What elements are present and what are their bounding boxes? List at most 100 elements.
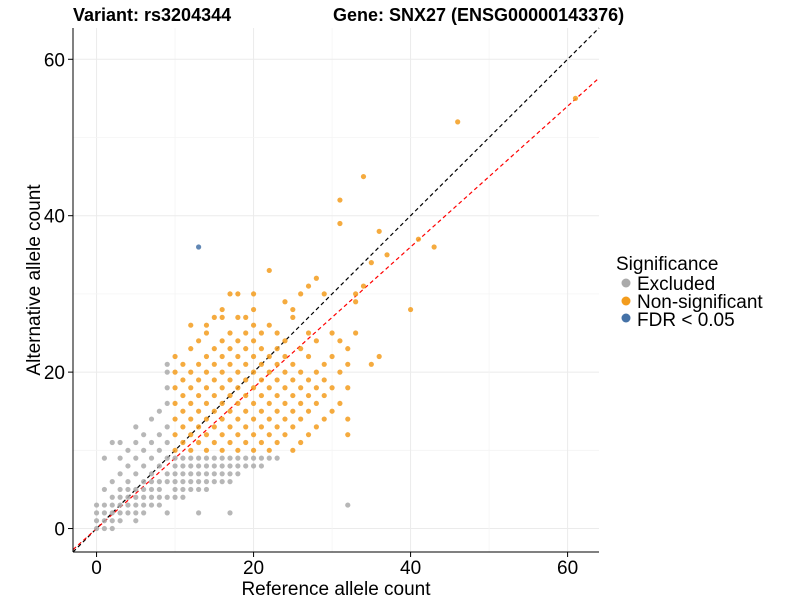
data-point-excluded (117, 494, 123, 500)
data-point-nonsig (188, 400, 194, 407)
data-point-excluded (211, 463, 217, 469)
data-point-excluded (109, 518, 115, 524)
x-axis-ticks: 0 20 40 60 (91, 552, 578, 579)
data-point-nonsig (203, 353, 210, 360)
data-point-excluded (101, 455, 108, 461)
data-point-excluded (148, 494, 155, 500)
data-point-nonsig (313, 424, 319, 430)
data-point-nonsig (258, 408, 265, 414)
data-point-excluded (125, 510, 131, 516)
legend: Significance Excluded Non-significant FD… (616, 254, 763, 331)
data-point-excluded (243, 463, 249, 469)
data-point-nonsig (345, 346, 351, 352)
data-point-nonsig (337, 338, 343, 344)
legend-label-excluded: Excluded (637, 274, 715, 295)
data-point-excluded (172, 479, 178, 485)
data-point-nonsig (266, 432, 272, 438)
data-point-nonsig (196, 392, 202, 399)
data-point-excluded (196, 479, 202, 485)
data-point-nonsig (203, 369, 210, 375)
data-point-nonsig (203, 385, 210, 391)
data-point-nonsig (250, 400, 257, 407)
data-point-excluded (141, 502, 147, 508)
data-point-excluded (219, 471, 225, 477)
data-point-nonsig (250, 416, 257, 422)
data-point-nonsig (282, 353, 288, 360)
data-point-excluded (141, 486, 147, 493)
data-point-nonsig (188, 346, 194, 352)
data-point-nonsig (235, 369, 241, 375)
data-point-nonsig (258, 346, 265, 352)
data-point-nonsig (313, 400, 319, 407)
data-point-nonsig (227, 424, 233, 430)
data-point-excluded (219, 455, 225, 461)
data-point-nonsig (282, 432, 288, 438)
data-point-nonsig (258, 424, 265, 430)
data-point-nonsig (298, 385, 304, 391)
data-point-excluded (164, 439, 170, 446)
data-point-nonsig (211, 377, 217, 383)
data-point-excluded (148, 416, 155, 422)
data-point-nonsig (243, 439, 249, 446)
data-point-excluded (156, 432, 162, 438)
data-point-nonsig (188, 416, 194, 422)
data-point-excluded (164, 424, 170, 430)
data-point-nonsig (274, 346, 280, 352)
data-point-nonsig (384, 252, 390, 258)
data-point-excluded (227, 471, 233, 477)
data-point-excluded (172, 455, 178, 461)
data-point-excluded (156, 408, 162, 414)
data-point-excluded (125, 494, 131, 500)
data-point-excluded (203, 463, 210, 469)
data-point-excluded (133, 518, 139, 524)
data-point-nonsig (250, 447, 257, 453)
data-point-excluded (148, 486, 155, 493)
data-point-nonsig (250, 291, 257, 297)
data-point-nonsig (282, 416, 288, 422)
data-point-nonsig (196, 377, 202, 383)
data-point-excluded (133, 486, 139, 493)
data-point-nonsig (243, 392, 249, 399)
data-point-nonsig (203, 322, 210, 328)
data-point-nonsig (266, 353, 272, 360)
data-point-excluded (141, 463, 147, 469)
data-point-excluded (203, 486, 210, 493)
data-point-excluded (148, 455, 155, 461)
data-point-nonsig (321, 291, 327, 297)
data-point-excluded (117, 502, 123, 508)
data-point-excluded (274, 455, 280, 461)
data-point-nonsig (235, 385, 241, 391)
data-point-nonsig (353, 330, 359, 336)
data-point-nonsig (431, 244, 437, 250)
y-tick-label: 60 (44, 50, 65, 71)
data-point-nonsig (290, 361, 296, 367)
data-point-excluded (203, 471, 210, 477)
data-point-excluded (172, 463, 178, 469)
data-point-nonsig (180, 408, 186, 414)
legend-swatch-nonsig (621, 296, 631, 306)
data-point-nonsig (337, 400, 343, 407)
data-point-excluded (164, 361, 170, 367)
data-point-excluded (156, 479, 162, 485)
data-point-nonsig (219, 385, 225, 391)
data-point-nonsig (305, 353, 312, 360)
data-point-nonsig (274, 361, 280, 367)
data-point-nonsig (219, 353, 225, 360)
data-point-excluded (219, 463, 225, 469)
data-point-nonsig (188, 322, 194, 328)
data-point-nonsig (250, 369, 257, 375)
data-point-nonsig (235, 338, 241, 344)
data-point-nonsig (227, 291, 233, 297)
data-point-excluded (93, 518, 100, 524)
data-point-nonsig (203, 432, 210, 438)
data-point-excluded (133, 494, 139, 500)
data-point-nonsig (203, 447, 210, 453)
data-point-nonsig (211, 361, 217, 367)
data-point-excluded (117, 510, 123, 516)
data-point-nonsig (455, 119, 461, 125)
data-point-nonsig (203, 330, 210, 336)
data-point-nonsig (188, 369, 194, 375)
x-tick-label: 60 (557, 558, 578, 579)
data-point-excluded (93, 525, 100, 532)
data-point-nonsig (258, 330, 265, 336)
